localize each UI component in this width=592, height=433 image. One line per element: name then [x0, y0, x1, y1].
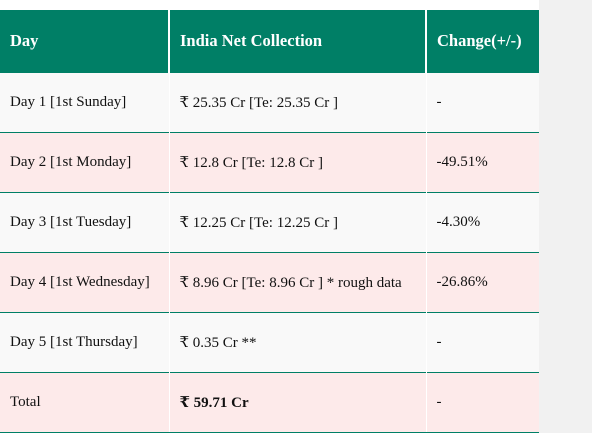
table-row: Day 2 [1st Monday] ₹ 12.8 Cr [Te: 12.8 C…	[0, 131, 539, 192]
collection-cell: ₹ 12.8 Cr [Te: 12.8 Cr ]	[169, 131, 427, 192]
change-cell: -26.86%	[426, 251, 539, 312]
collection-cell: ₹ 0.35 Cr **	[169, 311, 427, 372]
content-area: Day India Net Collection Change(+/-) Day…	[0, 0, 539, 433]
change-cell: -49.51%	[426, 131, 539, 192]
total-collection-cell: ₹ 59.71 Cr	[169, 371, 427, 433]
total-label-cell: Total	[0, 371, 170, 433]
header-change: Change(+/-)	[426, 10, 539, 73]
table-row: Day 5 [1st Thursday] ₹ 0.35 Cr ** -	[0, 311, 539, 372]
collection-cell: ₹ 12.25 Cr [Te: 12.25 Cr ]	[169, 191, 427, 252]
collection-cell: ₹ 25.35 Cr [Te: 25.35 Cr ]	[169, 71, 427, 132]
change-cell: -	[426, 311, 539, 372]
total-row: Total ₹ 59.71 Cr -	[0, 371, 539, 433]
table-row: Day 1 [1st Sunday] ₹ 25.35 Cr [Te: 25.35…	[0, 71, 539, 132]
box-office-table: Day India Net Collection Change(+/-) Day…	[0, 10, 539, 433]
change-cell: -4.30%	[426, 191, 539, 252]
table-row: Day 4 [1st Wednesday] ₹ 8.96 Cr [Te: 8.9…	[0, 251, 539, 312]
table-row: Day 3 [1st Tuesday] ₹ 12.25 Cr [Te: 12.2…	[0, 191, 539, 252]
total-change-cell: -	[426, 371, 539, 433]
change-cell: -	[426, 71, 539, 132]
day-cell: Day 1 [1st Sunday]	[0, 71, 170, 132]
header-day: Day	[0, 10, 170, 73]
table-body: Day 1 [1st Sunday] ₹ 25.35 Cr [Te: 25.35…	[0, 71, 539, 433]
day-cell: Day 4 [1st Wednesday]	[0, 251, 170, 312]
header-india-net-collection: India Net Collection	[169, 10, 427, 73]
day-cell: Day 5 [1st Thursday]	[0, 311, 170, 372]
day-cell: Day 2 [1st Monday]	[0, 131, 170, 192]
day-cell: Day 3 [1st Tuesday]	[0, 191, 170, 252]
collection-cell: ₹ 8.96 Cr [Te: 8.96 Cr ] * rough data	[169, 251, 427, 312]
table-header: Day India Net Collection Change(+/-)	[0, 10, 539, 73]
header-row: Day India Net Collection Change(+/-)	[0, 10, 539, 73]
